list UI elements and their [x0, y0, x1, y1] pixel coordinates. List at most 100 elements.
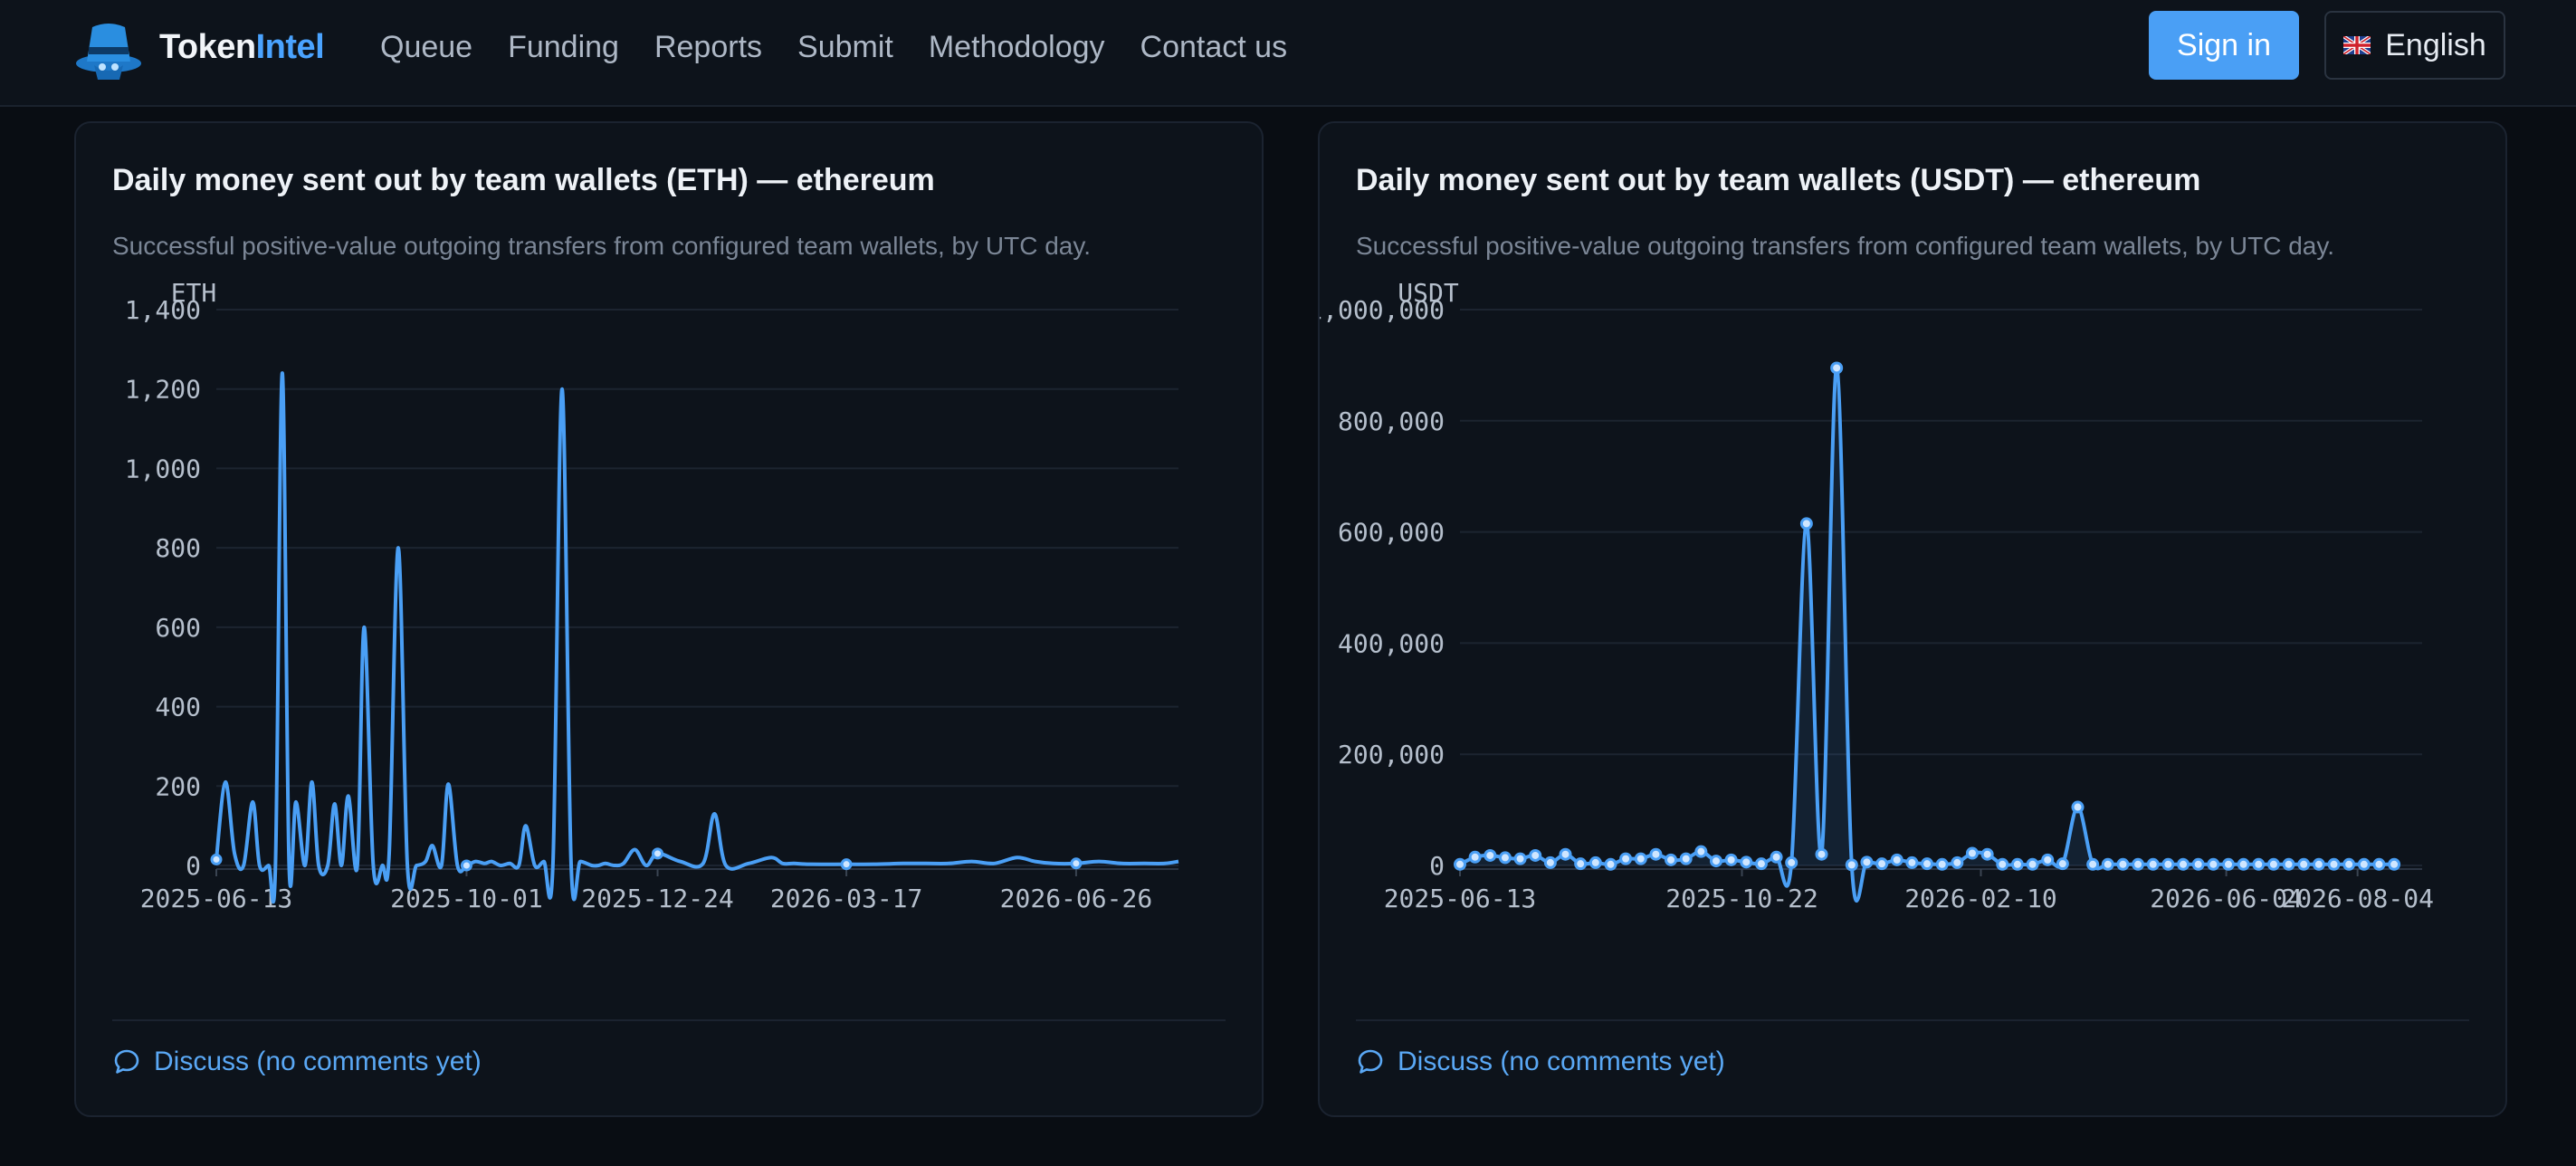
nav-methodology[interactable]: Methodology — [928, 30, 1105, 64]
sign-in-button[interactable]: Sign in — [2149, 11, 2299, 80]
y-tick-label: 1,200 — [125, 375, 201, 405]
y-tick-label: 0 — [1429, 851, 1445, 881]
nav-funding[interactable]: Funding — [508, 30, 619, 64]
data-point — [1649, 847, 1663, 861]
brand-name: TokenIntel — [159, 27, 325, 67]
data-point — [1513, 852, 1527, 865]
data-point — [1785, 855, 1798, 869]
data-point — [652, 847, 664, 860]
data-point — [1724, 853, 1738, 866]
data-point — [2252, 857, 2266, 871]
comment-bubble-icon — [114, 1049, 139, 1074]
uk-flag-icon — [2343, 36, 2371, 54]
data-point — [1754, 857, 1768, 871]
data-point — [2177, 857, 2190, 871]
y-tick-label: 1,400 — [125, 295, 201, 325]
data-point — [460, 859, 472, 872]
data-point — [1454, 857, 1466, 871]
data-point — [1679, 852, 1693, 865]
y-tick-label: 0 — [186, 851, 201, 881]
eth-outflow-chart: 0 200 400 600 800 1,000 1,200 1,400 ETH 2025-06-1… — [76, 277, 1265, 956]
language-selector[interactable]: English — [2324, 11, 2505, 80]
data-point — [1070, 857, 1083, 870]
data-point — [1980, 847, 1994, 861]
nav-submit[interactable]: Submit — [797, 30, 893, 64]
data-point — [2071, 800, 2085, 814]
x-tick-label: 2025-12-24 — [581, 884, 734, 913]
data-point — [2086, 857, 2100, 871]
data-point — [1665, 853, 1678, 866]
data-point — [2266, 857, 2280, 871]
data-point — [1860, 855, 1874, 869]
card-divider — [1356, 1019, 2469, 1021]
data-point — [1951, 855, 1964, 869]
data-point — [2282, 857, 2295, 871]
series-line — [215, 371, 1179, 904]
brand-name-intel: Intel — [255, 27, 325, 66]
data-point — [1935, 857, 1949, 871]
data-point — [2146, 857, 2160, 871]
x-tick-label: 2025-06-13 — [140, 884, 293, 913]
data-point — [1559, 847, 1572, 861]
data-point — [1875, 857, 1889, 871]
data-point — [1498, 851, 1512, 865]
data-point — [2207, 857, 2220, 871]
data-point — [2342, 857, 2356, 871]
data-point — [1996, 857, 2009, 871]
usdt-outflow-chart: 0 200,000 400,000 600,000 800,000 1,000,000 US… — [1320, 277, 2509, 956]
data-point — [1634, 852, 1647, 865]
y-tick-label: 600 — [155, 613, 201, 643]
x-tick-label: 2025-10-22 — [1665, 884, 1818, 913]
data-point — [2372, 857, 2386, 871]
data-point — [1815, 847, 1828, 861]
data-point — [2327, 857, 2341, 871]
nav-queue[interactable]: Queue — [380, 30, 473, 64]
data-point — [1543, 855, 1557, 869]
data-point — [2357, 857, 2371, 871]
data-point — [1529, 848, 1542, 862]
data-point — [1574, 857, 1588, 871]
x-tick-label: 2026-08-04 — [2281, 884, 2434, 913]
data-point — [2010, 857, 2024, 871]
brand-logo-link[interactable]: TokenIntel — [72, 11, 325, 83]
discuss-link[interactable]: Discuss (no comments yet) — [112, 1047, 482, 1077]
nav-reports[interactable]: Reports — [654, 30, 763, 64]
nav-contact-us[interactable]: Contact us — [1140, 30, 1288, 64]
series-line — [1459, 366, 2395, 903]
y-tick-label: 400,000 — [1338, 628, 1445, 658]
data-point — [840, 858, 853, 871]
discuss-link[interactable]: Discuss (no comments yet) — [1356, 1047, 1725, 1077]
data-point — [2132, 857, 2145, 871]
y-tick-label: 200,000 — [1338, 740, 1445, 769]
data-point — [2116, 857, 2130, 871]
data-point — [1740, 855, 1753, 869]
data-point — [2221, 857, 2235, 871]
data-point — [2237, 857, 2250, 871]
data-point — [1619, 852, 1633, 865]
data-point — [1589, 855, 1602, 869]
data-point — [1468, 850, 1482, 864]
x-tick-label: 2026-03-17 — [770, 884, 923, 913]
card-title: Daily money sent out by team wallets (US… — [1356, 163, 2201, 197]
data-point — [1799, 517, 1813, 530]
data-point — [2041, 853, 2055, 866]
usdt-outflow-card: Daily money sent out by team wallets (US… — [1318, 121, 2507, 1117]
y-tick-label: 1,000,000 — [1320, 295, 1445, 325]
nav-links: Queue Funding Reports Submit Methodology… — [380, 25, 1322, 69]
series-area — [1460, 368, 2395, 902]
data-point — [1965, 846, 1979, 860]
discuss-label: Discuss (no comments yet) — [154, 1047, 482, 1076]
card-subtitle: Successful positive-value outgoing trans… — [112, 232, 1092, 260]
data-point — [2101, 857, 2114, 871]
data-point — [1830, 361, 1844, 375]
y-axis-label: USDT — [1398, 278, 1459, 308]
data-point — [2026, 857, 2039, 871]
spy-hat-logo-icon — [76, 24, 141, 80]
data-point — [1845, 858, 1858, 872]
data-point — [1921, 857, 1934, 871]
card-subtitle: Successful positive-value outgoing trans… — [1356, 232, 2335, 260]
x-tick-label: 2026-06-04 — [2150, 884, 2303, 913]
comment-bubble-icon — [1358, 1049, 1383, 1074]
card-title: Daily money sent out by team wallets (ET… — [112, 163, 935, 197]
